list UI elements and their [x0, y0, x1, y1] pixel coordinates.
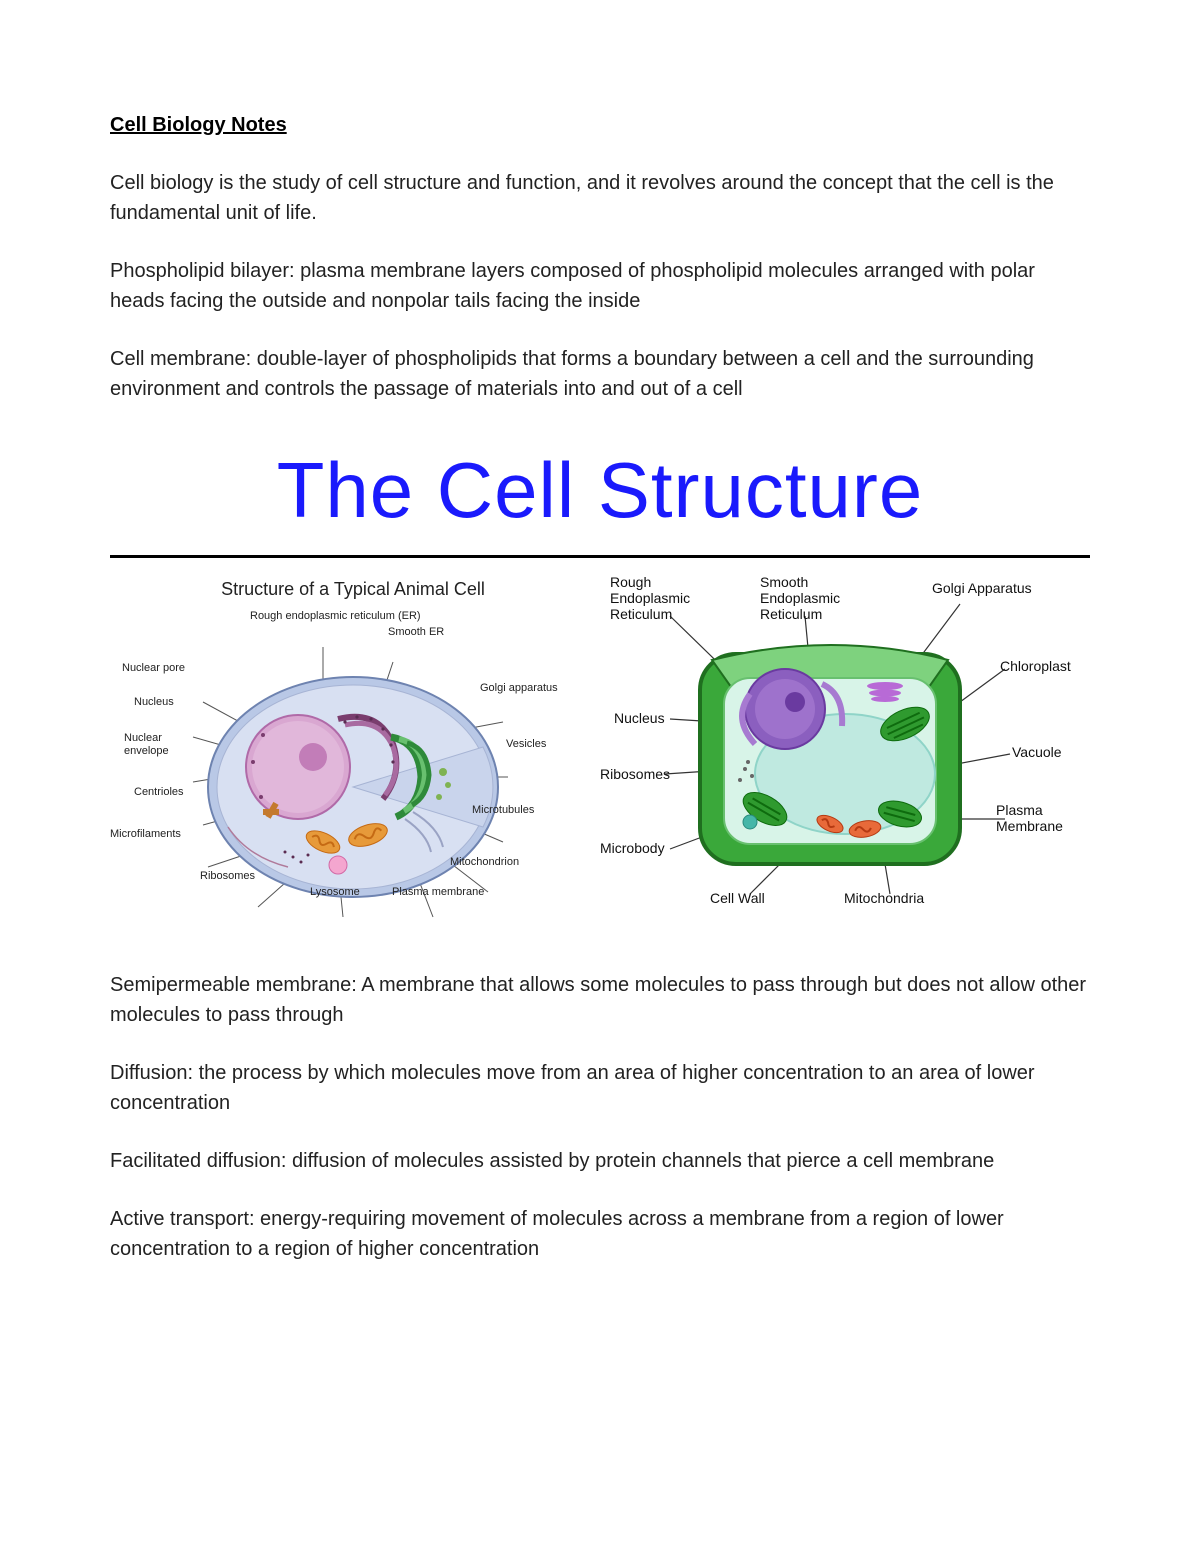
label-plant-golgi: Golgi Apparatus [932, 580, 1032, 596]
paragraph-phospholipid: Phospholipid bilayer: plasma membrane la… [110, 256, 1090, 316]
diagram-title: The Cell Structure [110, 432, 1090, 558]
label-nucleus: Nucleus [134, 696, 174, 709]
label-plasma-membrane: Plasma membrane [392, 886, 484, 899]
paragraph-facilitated: Facilitated diffusion: diffusion of mole… [110, 1146, 1090, 1176]
label-plant-mitochondria: Mitochondria [844, 890, 924, 906]
page-title: Cell Biology Notes [110, 110, 1090, 140]
label-plant-plasma-membrane: Plasma Membrane [996, 802, 1063, 834]
label-mitochondrion: Mitochondrion [450, 856, 519, 869]
label-plant-rough-er: Rough Endoplasmic Reticulum [610, 574, 690, 622]
label-plant-cell-wall: Cell Wall [710, 890, 765, 906]
label-plant-nucleus: Nucleus [614, 710, 665, 726]
label-microtubules: Microtubules [472, 804, 534, 817]
label-vesicles: Vesicles [506, 738, 546, 751]
cell-structure-diagram: The Cell Structure Structure of a Typica… [110, 432, 1090, 934]
label-nuclear-envelope: Nuclear envelope [124, 732, 169, 757]
label-plant-ribosomes: Ribosomes [600, 766, 670, 782]
label-centrioles: Centrioles [134, 786, 184, 799]
paragraph-semipermeable: Semipermeable membrane: A membrane that … [110, 970, 1090, 1030]
label-rough-er: Rough endoplasmic reticulum (ER) [250, 610, 421, 623]
label-plant-smooth-er: Smooth Endoplasmic Reticulum [760, 574, 840, 622]
label-golgi: Golgi apparatus [480, 682, 558, 695]
label-microfilaments: Microfilaments [110, 828, 181, 841]
animal-cell-panel: Structure of a Typical Animal Cell [110, 574, 596, 934]
label-ribosomes: Ribosomes [200, 870, 255, 883]
label-smooth-er: Smooth ER [388, 626, 444, 639]
label-plant-chloroplast: Chloroplast [1000, 658, 1071, 674]
label-nuclear-pore: Nuclear pore [122, 662, 185, 675]
label-plant-vacuole: Vacuole [1012, 744, 1062, 760]
paragraph-cellmembrane: Cell membrane: double-layer of phospholi… [110, 344, 1090, 404]
paragraph-intro: Cell biology is the study of cell struct… [110, 168, 1090, 228]
plant-cell-panel: Rough Endoplasmic Reticulum Smooth Endop… [600, 574, 1090, 934]
animal-cell-title: Structure of a Typical Animal Cell [110, 576, 596, 603]
label-plant-microbody: Microbody [600, 840, 665, 856]
paragraph-diffusion: Diffusion: the process by which molecule… [110, 1058, 1090, 1118]
paragraph-active-transport: Active transport: energy-requiring movem… [110, 1204, 1090, 1264]
label-lysosome: Lysosome [310, 886, 360, 899]
